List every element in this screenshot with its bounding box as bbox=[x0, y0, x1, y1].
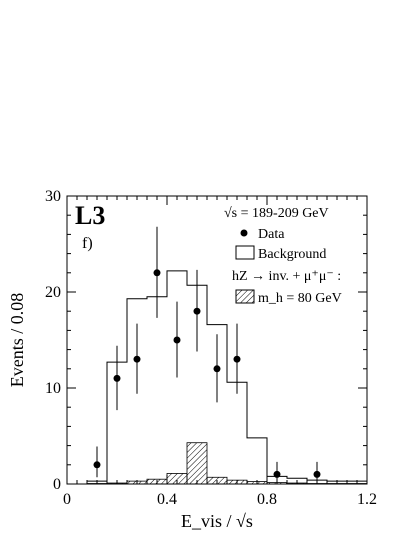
data-point bbox=[193, 307, 201, 315]
legend-signal-swatch bbox=[235, 289, 255, 304]
data-point bbox=[133, 355, 141, 363]
background-histogram bbox=[86, 270, 367, 484]
x-axis-label: E_vis / √s bbox=[181, 511, 253, 531]
legend-signal: m_h = 80 GeV bbox=[258, 291, 342, 306]
legend: √s = 189-209 GeV Data Background hZ → in… bbox=[224, 206, 342, 306]
legend-signal-process: hZ → inv. + μ⁺μ⁻ : bbox=[232, 269, 341, 284]
data-point bbox=[173, 336, 181, 344]
y-tick-label: 10 bbox=[45, 380, 61, 397]
legend-data: Data bbox=[258, 227, 285, 242]
y-axis-label: Events / 0.08 bbox=[7, 293, 27, 388]
x-tick-label: 0.8 bbox=[257, 491, 277, 508]
y-tick-label: 20 bbox=[45, 284, 61, 301]
data-point bbox=[113, 374, 121, 382]
signal-bin bbox=[186, 442, 208, 485]
y-tick-label: 30 bbox=[45, 188, 61, 205]
y-tick-label: 0 bbox=[53, 476, 61, 493]
data-point bbox=[273, 470, 281, 478]
data-point bbox=[153, 269, 161, 277]
panel-label: f) bbox=[82, 235, 93, 252]
x-tick-label: 0 bbox=[63, 491, 71, 508]
data-point bbox=[313, 470, 321, 478]
data-points-layer bbox=[93, 226, 321, 483]
data-point bbox=[213, 365, 221, 373]
data-point bbox=[93, 461, 101, 469]
legend-data-marker bbox=[240, 229, 248, 237]
x-tick-label: 0.4 bbox=[157, 491, 177, 508]
legend-energy: √s = 189-209 GeV bbox=[224, 206, 329, 221]
legend-background: Background bbox=[258, 247, 326, 262]
legend-background-swatch bbox=[235, 245, 255, 260]
experiment-label: L3 bbox=[75, 201, 105, 230]
data-point bbox=[233, 355, 241, 363]
axis-ticks: 0 0.4 0.8 1.2 0 10 20 30 bbox=[45, 188, 377, 508]
x-tick-label: 1.2 bbox=[357, 491, 377, 508]
